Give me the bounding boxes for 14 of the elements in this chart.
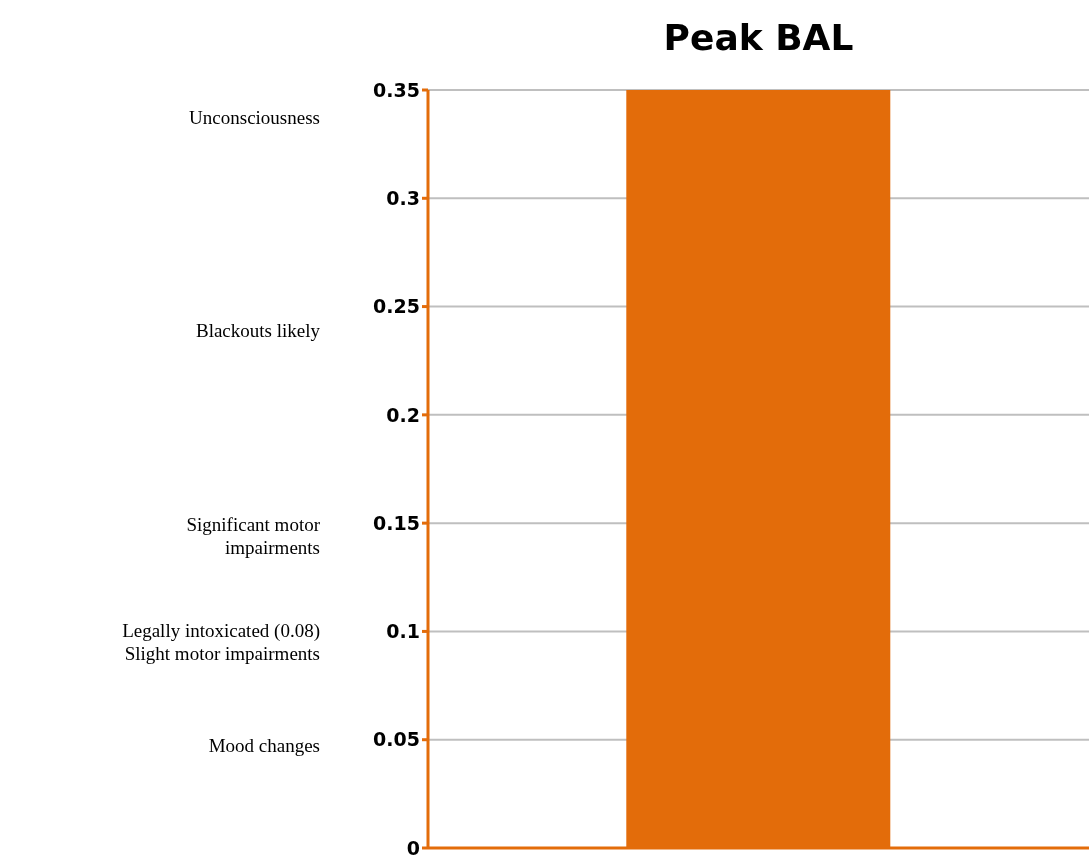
y-tick-label: 0.35 xyxy=(373,78,420,101)
text: Mood changes xyxy=(208,735,320,757)
y-tick-label: 0 xyxy=(406,836,420,859)
text: Legally intoxicated (0.08) Slight motor impairments xyxy=(122,619,320,664)
y-tick-label: 0.25 xyxy=(373,295,420,318)
text: Significant motor impairments xyxy=(186,513,321,558)
y-tick-label: 0.05 xyxy=(373,728,420,751)
y-tick-label: 0.2 xyxy=(386,403,420,426)
text: Unconsciousness xyxy=(189,107,320,129)
chart-title: Peak BAL xyxy=(663,17,854,58)
y-tick-label: 0.3 xyxy=(386,187,420,210)
y-tick-label: 0.15 xyxy=(373,511,420,534)
y-tick-label: 0.1 xyxy=(386,620,420,643)
text: Blackouts likely xyxy=(195,320,321,342)
